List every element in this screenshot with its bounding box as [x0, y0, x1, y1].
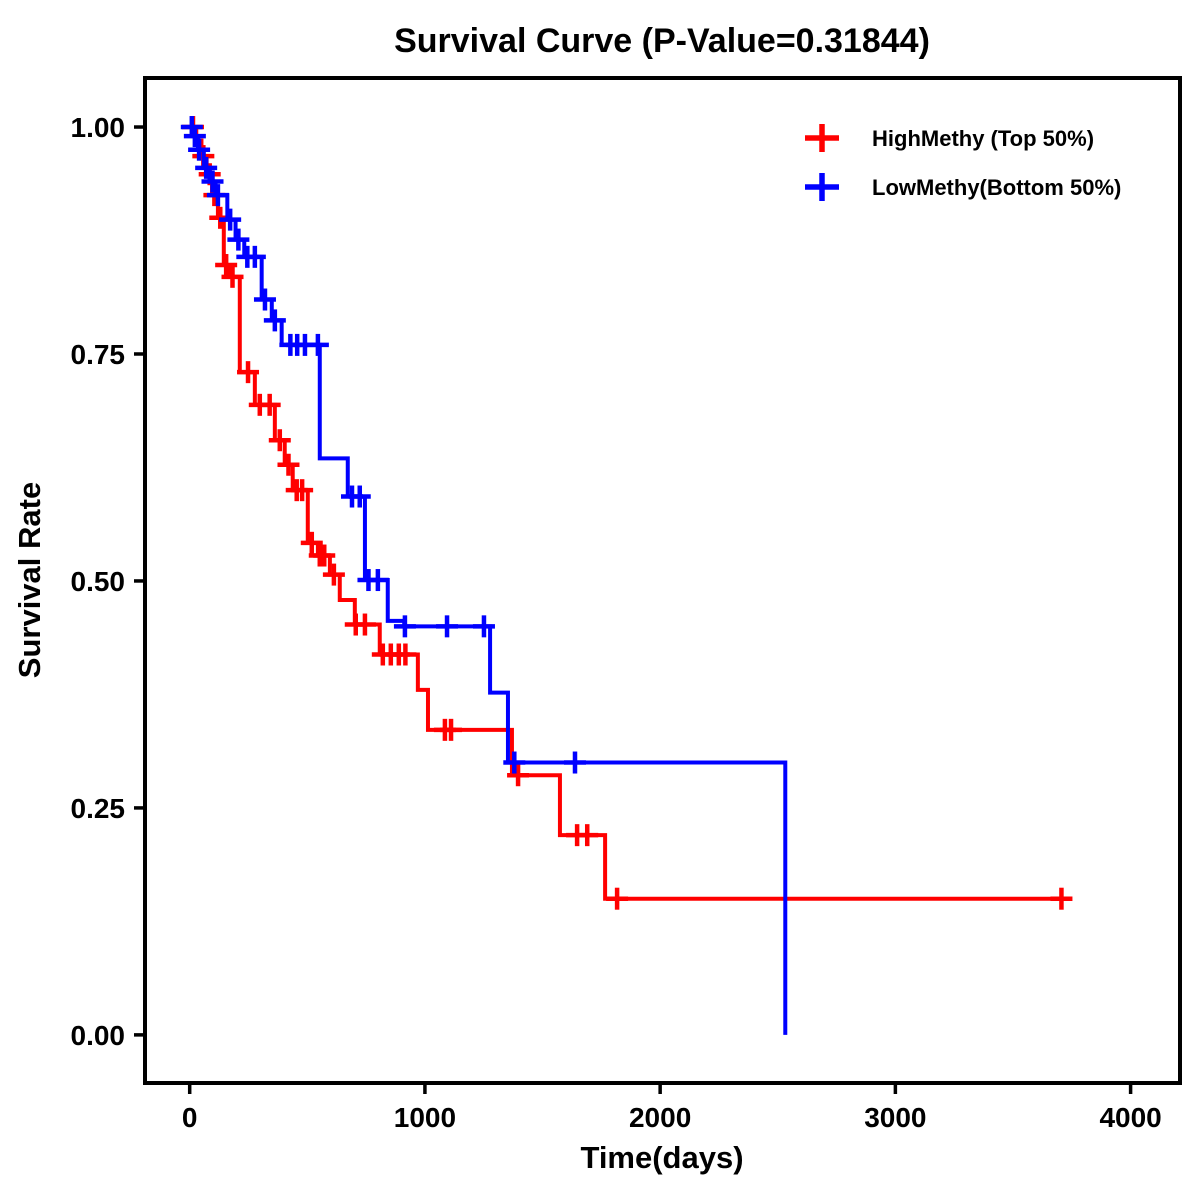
x-tick-label: 2000 [629, 1102, 691, 1133]
x-tick-label: 4000 [1099, 1102, 1161, 1133]
censor-marks-lowmethy [180, 116, 586, 774]
x-tick-label: 0 [182, 1102, 198, 1133]
legend-item-lowmethy: LowMethy(Bottom 50%) [805, 173, 1121, 201]
y-tick-label: 0.75 [71, 339, 126, 370]
plot-area: 0 1000 2000 3000 4000 0.00 0.25 0.50 0.75 1.00 Hig… [71, 76, 1182, 1133]
legend-label-highmethy: HighMethy (Top 50%) [872, 126, 1094, 151]
x-tick-label: 3000 [864, 1102, 926, 1133]
chart-title: Survival Curve (P-Value=0.31844) [394, 22, 930, 60]
y-tick-label: 0.00 [71, 1020, 126, 1051]
curve-highmethy [189, 125, 1065, 901]
y-tick-label: 0.50 [71, 566, 126, 597]
x-tick-label: 1000 [394, 1102, 456, 1133]
y-tick-label: 1.00 [71, 112, 126, 143]
censor-marks-highmethy [181, 116, 1073, 910]
y-axis-label: Survival Rate [12, 482, 47, 678]
plot-border [143, 76, 1182, 1085]
legend-item-highmethy: HighMethy (Top 50%) [805, 124, 1094, 152]
y-tick-label: 0.25 [71, 793, 126, 824]
legend-label-lowmethy: LowMethy(Bottom 50%) [872, 175, 1121, 200]
x-axis-label: Time(days) [580, 1140, 743, 1175]
